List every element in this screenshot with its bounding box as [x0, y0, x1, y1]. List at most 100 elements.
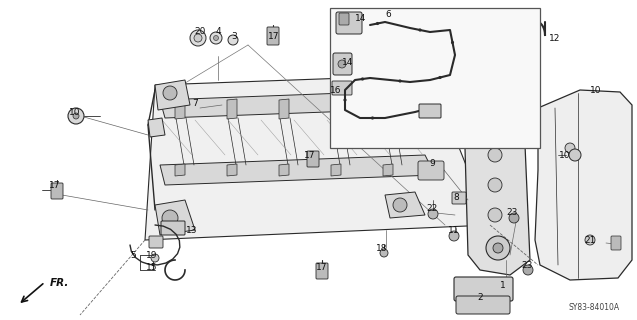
- Text: 18: 18: [376, 244, 388, 252]
- Circle shape: [421, 108, 424, 111]
- Polygon shape: [331, 99, 341, 119]
- FancyBboxPatch shape: [149, 236, 163, 248]
- FancyBboxPatch shape: [339, 13, 349, 25]
- Circle shape: [371, 116, 374, 119]
- Text: 8: 8: [453, 193, 459, 202]
- Circle shape: [73, 113, 79, 119]
- Text: 21: 21: [584, 236, 596, 244]
- FancyBboxPatch shape: [51, 183, 63, 199]
- Text: 12: 12: [549, 34, 561, 43]
- FancyBboxPatch shape: [336, 12, 362, 34]
- FancyBboxPatch shape: [452, 192, 466, 204]
- Text: 17: 17: [268, 31, 280, 41]
- Circle shape: [449, 231, 459, 241]
- Text: 10: 10: [69, 108, 81, 116]
- FancyBboxPatch shape: [333, 53, 352, 75]
- Polygon shape: [160, 155, 435, 185]
- Circle shape: [361, 77, 364, 81]
- Text: 14: 14: [342, 58, 354, 67]
- FancyBboxPatch shape: [332, 81, 352, 95]
- Circle shape: [343, 99, 347, 101]
- Bar: [330, 8, 540, 148]
- FancyBboxPatch shape: [267, 27, 279, 45]
- Text: 10: 10: [559, 150, 571, 159]
- Polygon shape: [385, 192, 425, 218]
- Text: 17: 17: [316, 263, 328, 273]
- Text: SY83-84010A: SY83-84010A: [569, 303, 620, 313]
- FancyBboxPatch shape: [307, 151, 319, 167]
- Text: 22: 22: [426, 204, 438, 212]
- Polygon shape: [331, 164, 341, 176]
- Circle shape: [376, 22, 379, 25]
- Circle shape: [213, 36, 218, 41]
- FancyBboxPatch shape: [316, 263, 328, 279]
- Polygon shape: [535, 90, 632, 280]
- Text: 9: 9: [429, 158, 435, 167]
- Polygon shape: [383, 99, 393, 119]
- Circle shape: [488, 148, 502, 162]
- Polygon shape: [465, 128, 530, 275]
- Circle shape: [419, 28, 422, 31]
- FancyBboxPatch shape: [454, 277, 513, 301]
- Polygon shape: [155, 80, 190, 110]
- Circle shape: [451, 41, 454, 44]
- Circle shape: [438, 76, 441, 79]
- Text: 13: 13: [186, 226, 197, 235]
- Text: 23: 23: [521, 260, 533, 269]
- Circle shape: [210, 32, 222, 44]
- Circle shape: [163, 86, 177, 100]
- Circle shape: [393, 198, 407, 212]
- Text: FR.: FR.: [50, 278, 69, 288]
- Circle shape: [486, 236, 510, 260]
- Circle shape: [162, 210, 178, 226]
- Polygon shape: [160, 90, 435, 118]
- Polygon shape: [155, 200, 195, 235]
- Polygon shape: [279, 99, 289, 119]
- Text: 15: 15: [147, 263, 158, 273]
- Polygon shape: [279, 164, 289, 176]
- Text: 23: 23: [506, 207, 518, 217]
- Text: 6: 6: [385, 10, 391, 19]
- Polygon shape: [383, 164, 393, 176]
- Text: 19: 19: [147, 252, 158, 260]
- Circle shape: [523, 265, 533, 275]
- Circle shape: [509, 213, 519, 223]
- Text: 17: 17: [304, 150, 316, 159]
- Text: 3: 3: [231, 31, 237, 41]
- Text: 1: 1: [500, 282, 506, 291]
- Circle shape: [428, 209, 438, 219]
- Circle shape: [569, 149, 581, 161]
- Polygon shape: [227, 99, 237, 119]
- Circle shape: [488, 238, 502, 252]
- FancyBboxPatch shape: [611, 236, 621, 250]
- Text: 16: 16: [330, 85, 341, 94]
- Circle shape: [380, 249, 388, 257]
- FancyBboxPatch shape: [419, 104, 441, 118]
- Text: 14: 14: [355, 13, 367, 22]
- Text: 20: 20: [194, 27, 206, 36]
- Polygon shape: [430, 72, 452, 102]
- Polygon shape: [227, 164, 237, 176]
- Polygon shape: [148, 118, 165, 137]
- Text: 10: 10: [590, 85, 602, 94]
- Circle shape: [228, 35, 238, 45]
- Polygon shape: [400, 74, 432, 97]
- Polygon shape: [145, 75, 490, 240]
- Circle shape: [565, 143, 575, 153]
- Text: 17: 17: [49, 180, 61, 189]
- FancyBboxPatch shape: [418, 161, 444, 180]
- Text: 11: 11: [448, 226, 460, 235]
- Circle shape: [488, 178, 502, 192]
- Circle shape: [488, 208, 502, 222]
- Circle shape: [338, 60, 346, 68]
- Circle shape: [194, 34, 202, 42]
- Polygon shape: [175, 164, 185, 176]
- Circle shape: [151, 254, 159, 262]
- FancyBboxPatch shape: [456, 296, 510, 314]
- Text: 2: 2: [477, 293, 483, 302]
- Circle shape: [399, 79, 401, 83]
- Text: 7: 7: [192, 99, 198, 108]
- Text: 5: 5: [130, 252, 136, 260]
- FancyBboxPatch shape: [161, 221, 185, 235]
- Polygon shape: [175, 99, 185, 119]
